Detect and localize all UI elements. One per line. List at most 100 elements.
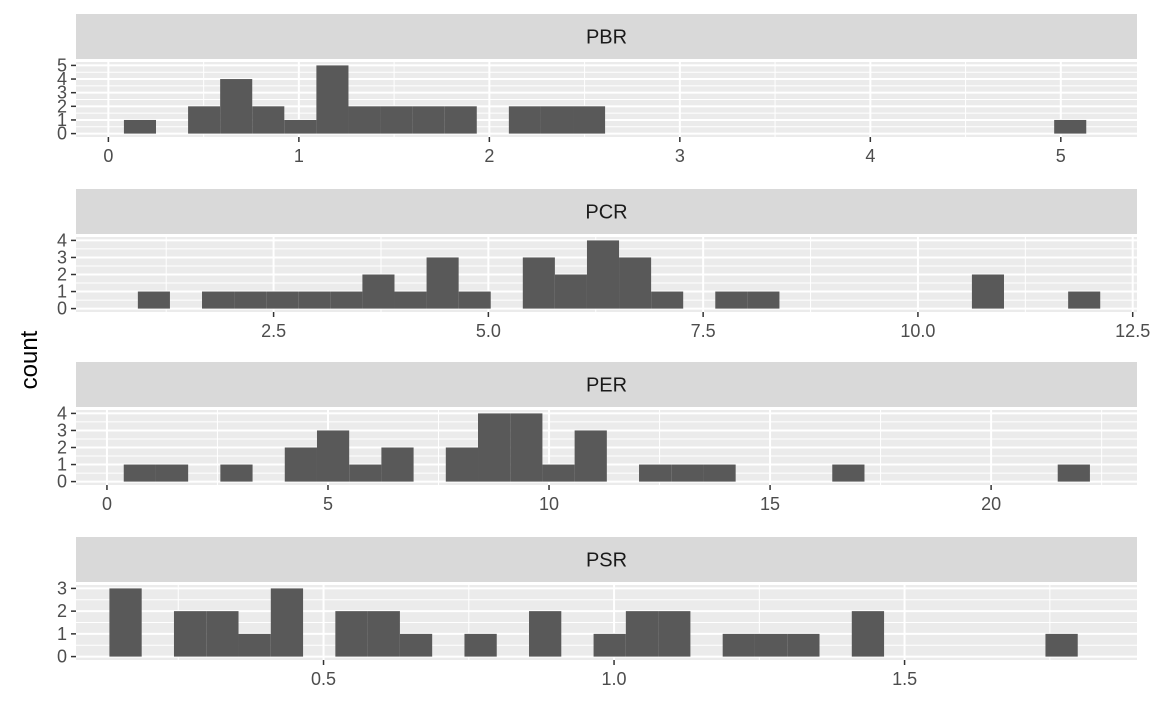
x-tick-label: 15	[760, 494, 780, 514]
histogram-bar	[155, 464, 189, 482]
y-tick-label: 3	[57, 83, 67, 103]
y-tick-label: 5	[57, 55, 67, 75]
x-tick-label: 12.5	[1115, 321, 1150, 341]
histogram-bar	[173, 611, 207, 657]
histogram-bar	[123, 464, 156, 482]
histogram-bar	[478, 413, 511, 482]
histogram-bar	[573, 106, 606, 134]
facet-strip	[76, 189, 1137, 234]
histogram-bar	[206, 611, 239, 657]
histogram-bar	[832, 464, 865, 482]
x-tick-label: 10.0	[900, 321, 935, 341]
histogram-bar	[586, 240, 620, 309]
histogram-bar	[298, 291, 331, 309]
y-tick-label: 2	[57, 438, 67, 458]
x-tick-label: 7.5	[691, 321, 716, 341]
histogram-bar	[574, 430, 607, 482]
x-tick-label: 3	[675, 146, 685, 166]
x-tick-label: 5.0	[476, 321, 501, 341]
histogram-bar	[284, 119, 317, 134]
histogram-bar	[625, 611, 659, 657]
histogram-bar	[367, 611, 400, 657]
y-tick-label: 0	[57, 299, 67, 319]
histogram-bar	[270, 588, 304, 657]
histogram-bar	[593, 633, 626, 657]
y-axis-title: count	[16, 330, 43, 389]
histogram-bar	[412, 106, 445, 134]
y-tick-label: 3	[57, 578, 67, 598]
histogram-bar	[639, 464, 672, 482]
x-tick-label: 5	[323, 494, 333, 514]
y-tick-label: 4	[57, 403, 67, 423]
histogram-bar	[554, 274, 587, 309]
histogram-bar	[123, 119, 157, 134]
histogram-bar	[348, 106, 381, 134]
histogram-bar	[458, 291, 491, 309]
x-tick-label: 2.5	[261, 321, 286, 341]
facet-strip-label: PBR	[586, 27, 627, 49]
histogram-bar	[188, 106, 221, 134]
facet-psr: PSR 0 1 2 3 0.5 1.0 1.5	[57, 537, 1137, 689]
histogram-bar	[137, 291, 170, 309]
histogram-bar	[715, 291, 748, 309]
histogram-bar	[542, 464, 575, 482]
histogram-bar	[399, 633, 433, 657]
histogram-bar	[671, 464, 704, 482]
histogram-bar	[381, 447, 414, 482]
x-tick-label: 1.0	[602, 669, 627, 689]
x-tick-label: 1.5	[892, 669, 917, 689]
histogram-bar	[703, 464, 736, 482]
facet-strip-label: PER	[586, 375, 627, 397]
histogram-bar	[722, 633, 755, 657]
histogram-bar	[851, 611, 885, 657]
facet-strip	[76, 362, 1137, 407]
histogram-bar	[540, 106, 574, 134]
y-tick-label: 0	[57, 124, 67, 144]
y-tick-label: 1	[57, 282, 67, 302]
histogram-bar	[1045, 633, 1078, 657]
histogram-bar	[510, 413, 543, 482]
y-tick-label: 4	[57, 230, 67, 250]
x-tick-label: 0	[103, 146, 113, 166]
x-tick-label: 2	[484, 146, 494, 166]
histogram-bar	[335, 611, 368, 657]
y-tick-label: 4	[57, 69, 67, 89]
histogram-bar	[1068, 291, 1101, 309]
histogram-bar	[266, 291, 299, 309]
histogram-bar	[747, 291, 780, 309]
x-tick-label: 0	[102, 494, 112, 514]
histogram-bar	[238, 633, 271, 657]
histogram-bar	[651, 291, 684, 309]
histogram-bar	[252, 106, 285, 134]
facet-strip-label: PSR	[586, 550, 627, 572]
facet-strip	[76, 14, 1137, 59]
histogram-bar	[316, 430, 350, 482]
x-tick-label: 1	[294, 146, 304, 166]
histogram-bar	[426, 257, 459, 309]
histogram-bar	[362, 274, 395, 309]
x-tick-label: 5	[1056, 146, 1066, 166]
x-tick-label: 4	[865, 146, 875, 166]
histogram-bar	[349, 464, 382, 482]
histogram-bar	[619, 257, 652, 309]
y-tick-label: 3	[57, 247, 67, 267]
facet-strip	[76, 537, 1137, 582]
y-tick-label: 1	[57, 455, 67, 475]
histogram-bar	[330, 291, 363, 309]
histogram-bar	[1054, 119, 1087, 134]
y-tick-label: 1	[57, 624, 67, 644]
y-tick-label: 2	[57, 601, 67, 621]
histogram-bar	[529, 611, 562, 657]
histogram-bar	[1057, 464, 1090, 482]
y-tick-label: 2	[57, 96, 67, 116]
histogram-bar	[234, 291, 267, 309]
facet-strip-label: PCR	[585, 202, 627, 224]
histogram-bar	[445, 447, 479, 482]
histogram-bar	[109, 588, 142, 657]
histogram-bar	[787, 633, 820, 657]
